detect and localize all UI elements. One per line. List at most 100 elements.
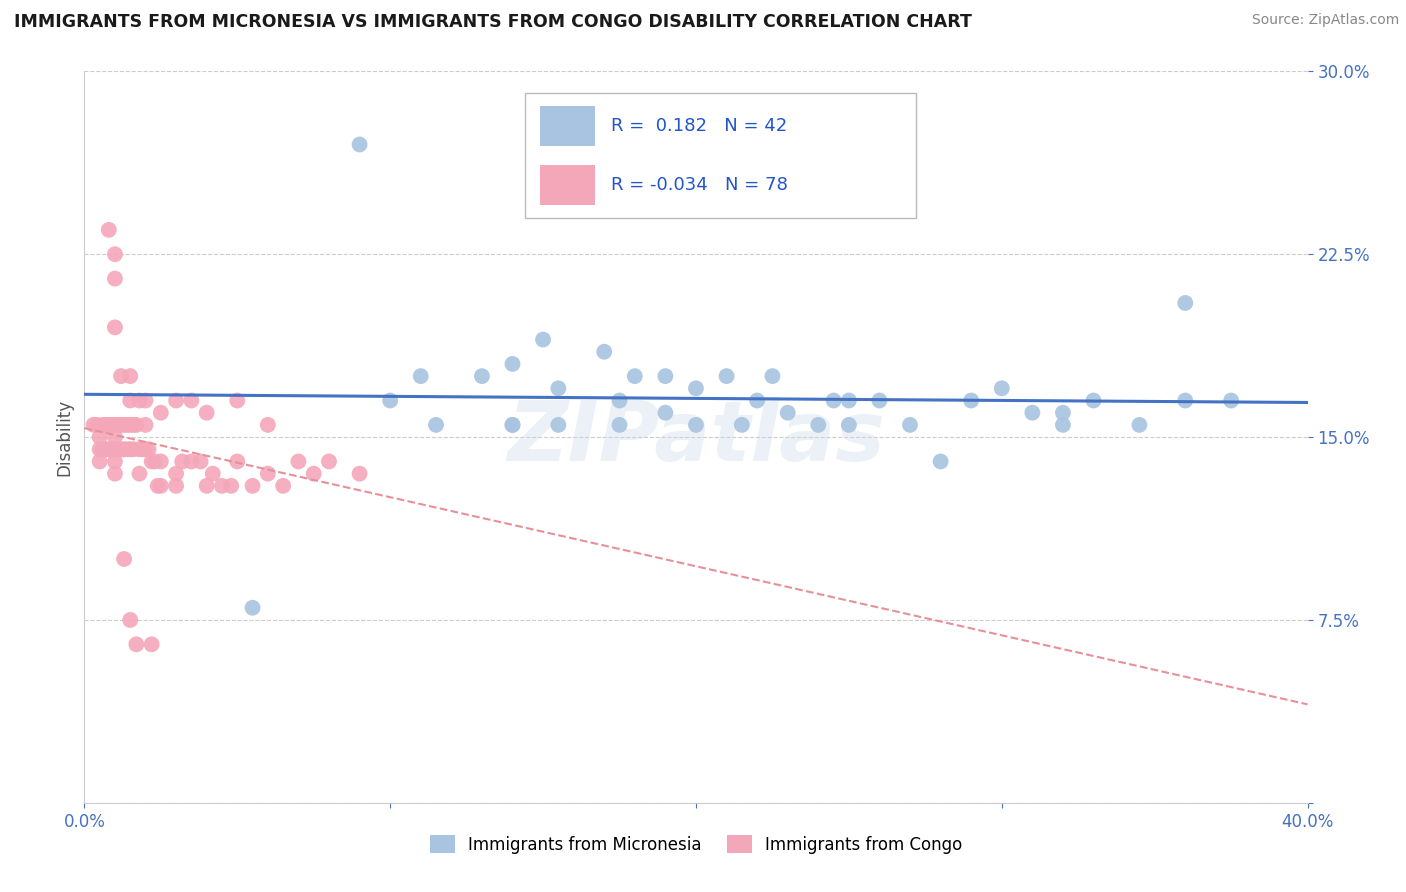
Point — [89, 442, 111, 457]
Point — [287, 454, 309, 468]
Point — [869, 393, 891, 408]
Point — [654, 406, 676, 420]
Point — [104, 320, 127, 334]
Point — [110, 369, 132, 384]
Point — [201, 467, 224, 481]
Point — [624, 369, 647, 384]
Point — [271, 479, 294, 493]
Point — [149, 479, 172, 493]
Point — [960, 393, 983, 408]
Point — [409, 369, 432, 384]
Point — [531, 333, 554, 347]
Point — [195, 479, 218, 493]
Point — [110, 442, 132, 457]
Point — [120, 442, 142, 457]
Text: Source: ZipAtlas.com: Source: ZipAtlas.com — [1251, 13, 1399, 28]
Point — [1083, 393, 1105, 408]
Point — [112, 552, 135, 566]
Point — [115, 417, 138, 432]
Point — [165, 467, 187, 481]
Point — [149, 454, 172, 468]
Point — [94, 442, 117, 457]
Point — [101, 442, 124, 457]
Point — [349, 467, 371, 481]
Point — [1174, 393, 1197, 408]
Point — [97, 223, 120, 237]
Point — [761, 369, 783, 384]
Point — [135, 442, 157, 457]
Point — [349, 137, 371, 152]
Point — [104, 271, 127, 285]
Point — [89, 430, 111, 444]
Point — [131, 442, 153, 457]
Point — [242, 479, 264, 493]
Point — [120, 369, 142, 384]
Point — [991, 381, 1014, 395]
Point — [211, 479, 233, 493]
Point — [180, 393, 202, 408]
Point — [257, 417, 280, 432]
Point — [165, 479, 187, 493]
Text: IMMIGRANTS FROM MICRONESIA VS IMMIGRANTS FROM CONGO DISABILITY CORRELATION CHART: IMMIGRANTS FROM MICRONESIA VS IMMIGRANTS… — [14, 13, 972, 31]
Point — [1052, 417, 1074, 432]
Point — [807, 417, 830, 432]
Point — [91, 442, 114, 457]
Point — [716, 369, 738, 384]
Point — [502, 417, 524, 432]
Point — [731, 417, 754, 432]
Point — [120, 417, 142, 432]
Point — [125, 637, 148, 651]
Point — [226, 454, 249, 468]
Point — [97, 417, 120, 432]
Point — [1220, 393, 1243, 408]
Point — [609, 393, 631, 408]
Point — [122, 417, 145, 432]
Point — [120, 613, 142, 627]
Point — [101, 417, 124, 432]
Point — [257, 467, 280, 481]
Point — [141, 637, 163, 651]
Point — [128, 442, 150, 457]
Point — [135, 393, 157, 408]
Point — [1174, 296, 1197, 310]
Point — [128, 393, 150, 408]
Point — [776, 406, 799, 420]
Point — [219, 479, 242, 493]
Point — [471, 369, 494, 384]
Point — [242, 600, 264, 615]
Point — [838, 393, 860, 408]
Point — [112, 442, 135, 457]
Point — [83, 417, 105, 432]
Point — [107, 417, 129, 432]
Legend: Immigrants from Micronesia, Immigrants from Congo: Immigrants from Micronesia, Immigrants f… — [423, 829, 969, 860]
Point — [104, 430, 127, 444]
Point — [685, 417, 707, 432]
Point — [104, 467, 127, 481]
Point — [898, 417, 921, 432]
Point — [138, 442, 160, 457]
Point — [104, 247, 127, 261]
Point — [180, 454, 202, 468]
Point — [1128, 417, 1150, 432]
Point — [86, 417, 108, 432]
Point — [112, 417, 135, 432]
Point — [146, 479, 169, 493]
Point — [747, 393, 769, 408]
Point — [609, 417, 631, 432]
Point — [97, 442, 120, 457]
Point — [318, 454, 340, 468]
Point — [302, 467, 325, 481]
Point — [1021, 406, 1043, 420]
Point — [226, 393, 249, 408]
Point — [1052, 406, 1074, 420]
Point — [115, 442, 138, 457]
Point — [593, 344, 616, 359]
Point — [929, 454, 952, 468]
Point — [685, 381, 707, 395]
Point — [94, 417, 117, 432]
Point — [122, 442, 145, 457]
Point — [107, 442, 129, 457]
Point — [547, 417, 569, 432]
Point — [502, 357, 524, 371]
Point — [149, 406, 172, 420]
